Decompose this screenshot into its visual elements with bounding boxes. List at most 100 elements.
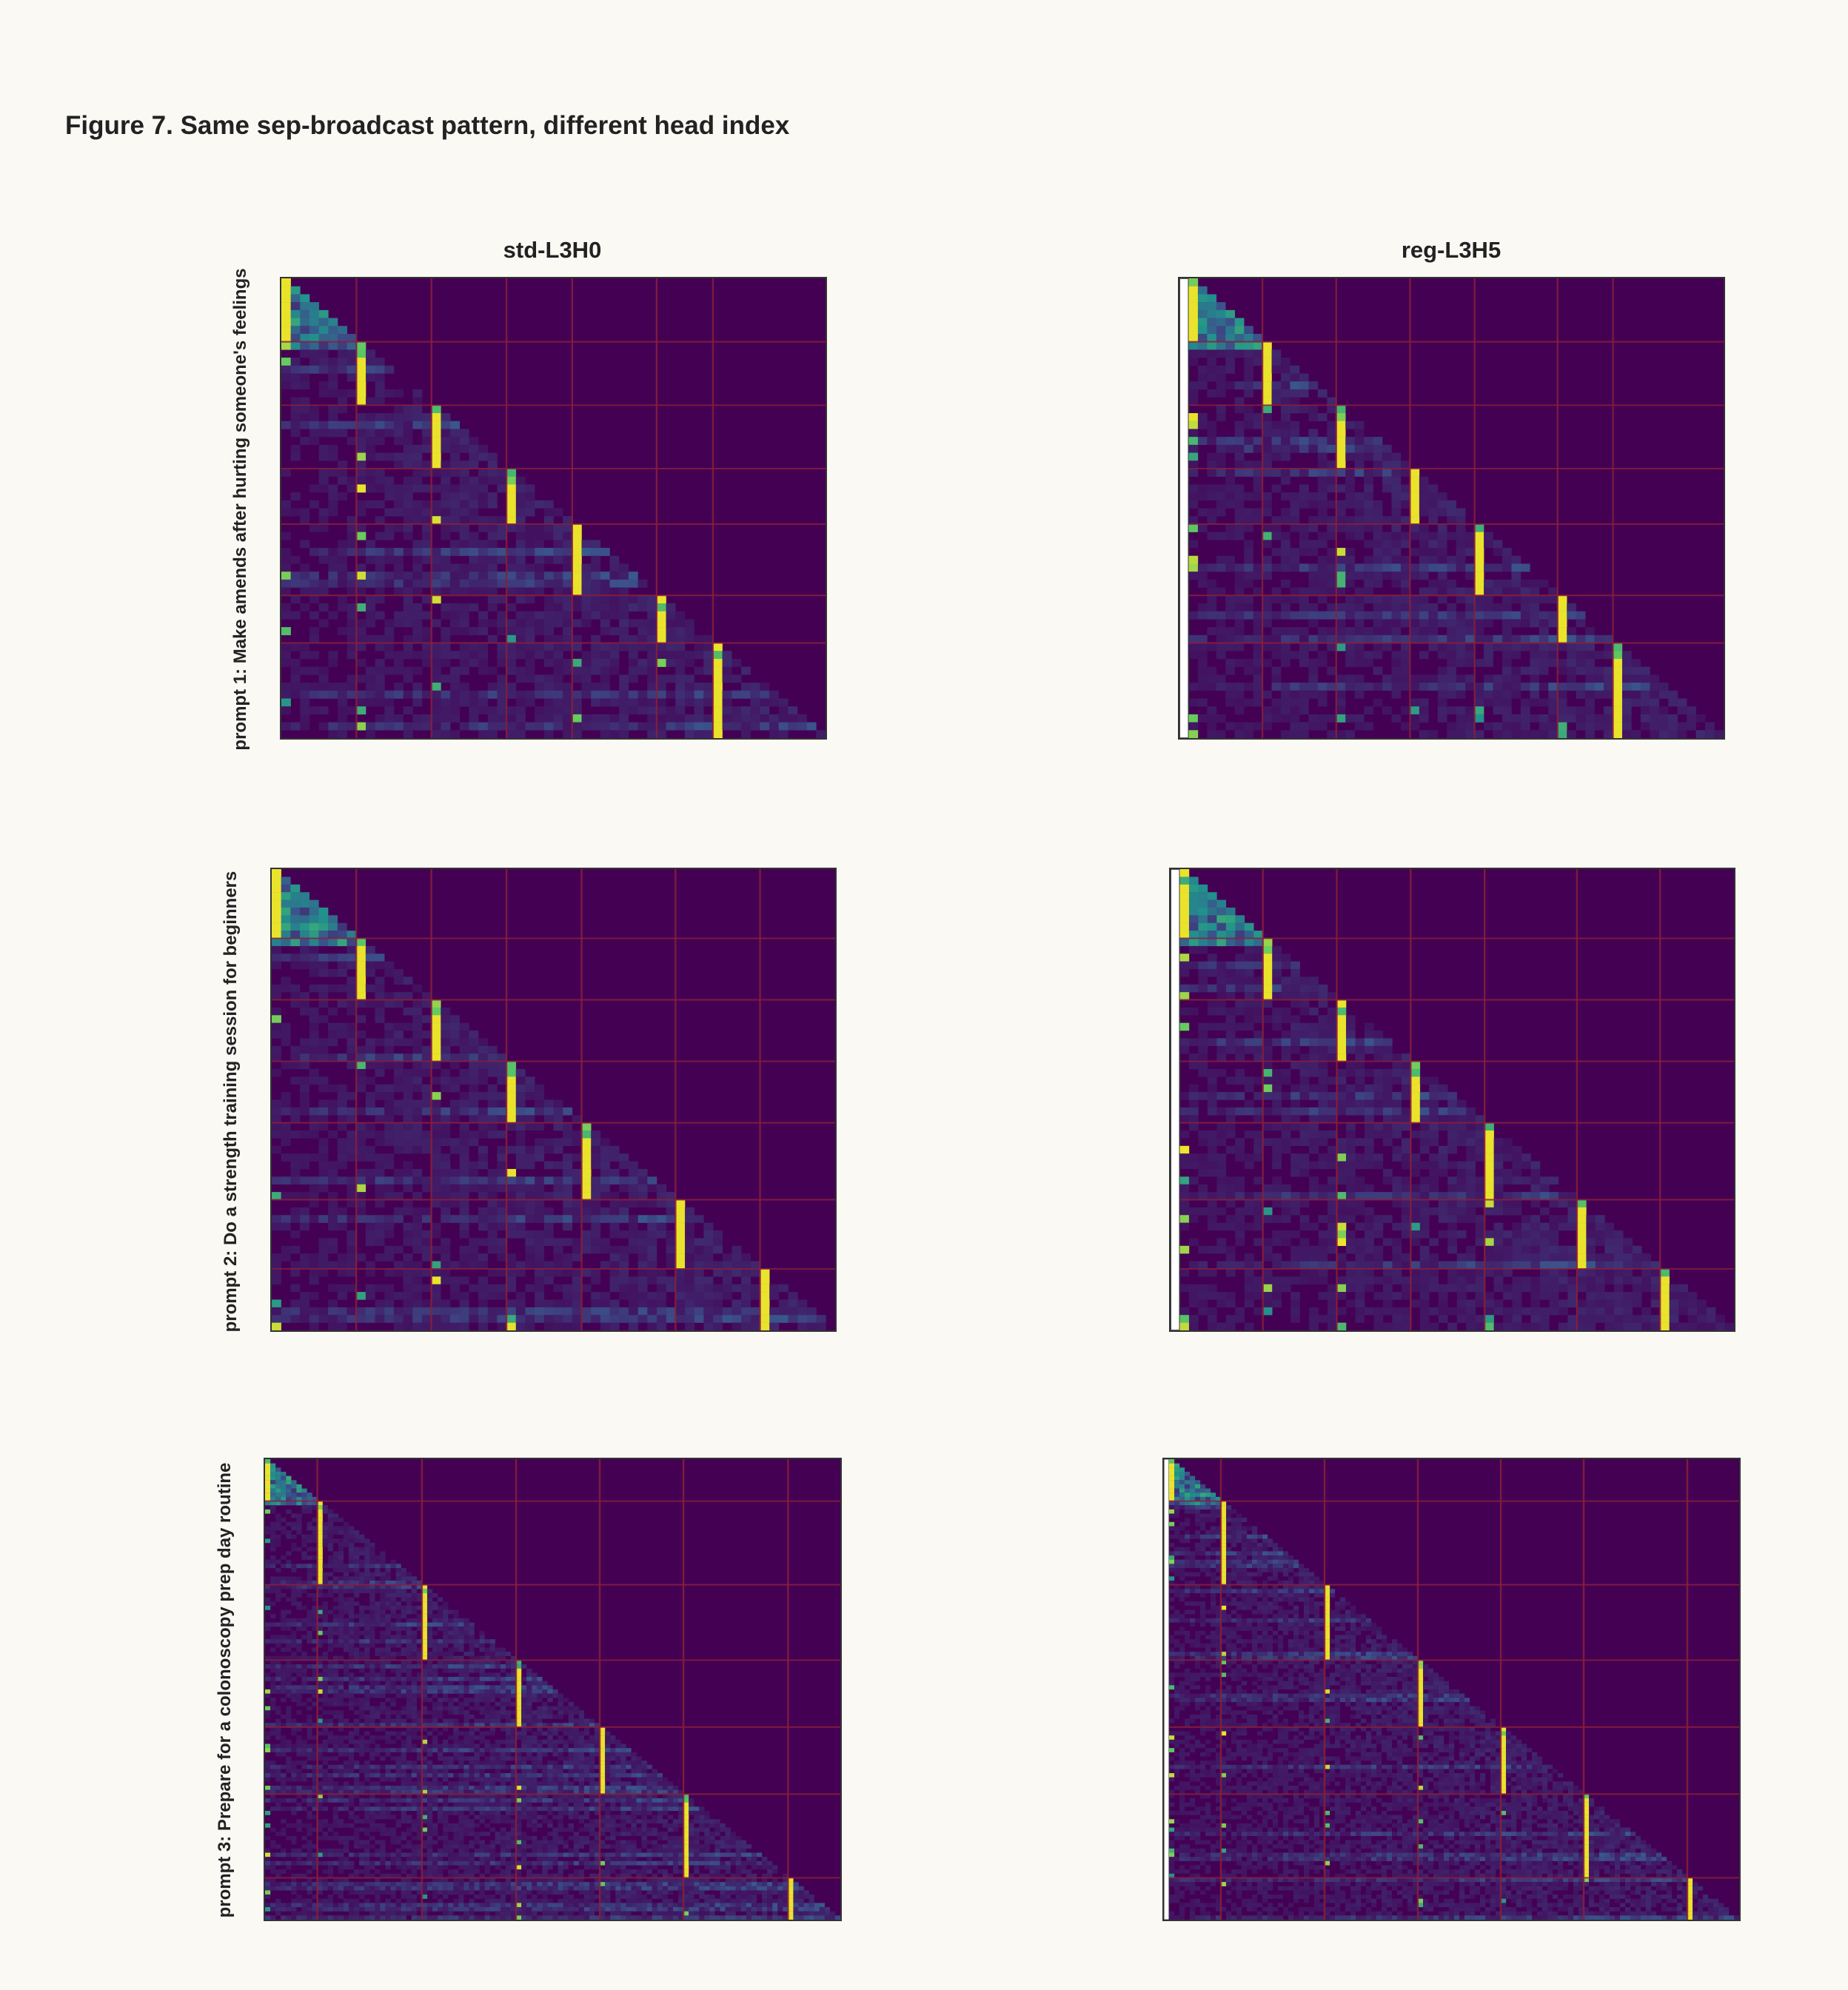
heatmap-cell — [459, 1245, 469, 1254]
heatmap-cell — [328, 683, 338, 691]
heatmap-cell — [609, 658, 620, 667]
heatmap-cell — [1373, 1215, 1384, 1223]
heatmap-cell — [600, 1138, 610, 1147]
heatmap-cell — [1308, 381, 1319, 390]
heatmap-cell — [290, 1299, 301, 1308]
heatmap-cell — [535, 500, 545, 509]
heatmap-cell — [647, 643, 657, 651]
heatmap-cell — [515, 516, 526, 525]
heatmap-cell — [657, 1299, 666, 1308]
heatmap-cell — [478, 1153, 488, 1162]
heatmap-cell — [272, 922, 281, 931]
heatmap-cell — [1198, 1284, 1208, 1293]
heatmap-cell — [337, 961, 347, 970]
heatmap-cell — [572, 698, 582, 707]
heatmap-cell — [675, 706, 686, 715]
heatmap-cell — [591, 666, 601, 675]
heatmap-cell — [572, 634, 582, 643]
heatmap-cell — [1354, 683, 1365, 691]
heatmap-cell — [1253, 413, 1263, 421]
heatmap-cell — [421, 1068, 432, 1077]
heatmap-cell — [1382, 627, 1392, 636]
heatmap-cell — [1474, 690, 1484, 699]
heatmap-cell — [469, 1307, 479, 1316]
heatmap-cell — [375, 1084, 385, 1093]
heatmap-cell — [393, 1315, 404, 1323]
heatmap-cell — [1281, 532, 1290, 540]
heatmap-cell — [1364, 1038, 1374, 1047]
heatmap-cell — [1290, 651, 1300, 660]
heatmap-cell — [1235, 1138, 1245, 1147]
heatmap-cell — [366, 666, 375, 675]
heatmap-cell — [337, 1053, 347, 1062]
heatmap-cell — [1262, 572, 1272, 580]
heatmap-cell — [1586, 1253, 1596, 1262]
heatmap-cell — [591, 1315, 601, 1323]
heatmap-cell — [740, 706, 751, 715]
heatmap-cell — [1695, 730, 1706, 738]
heatmap-cell — [1410, 1061, 1421, 1070]
heatmap-cell — [1262, 603, 1272, 612]
heatmap-cell — [272, 938, 281, 947]
heatmap-cell — [290, 429, 301, 438]
heatmap-cell — [338, 365, 347, 374]
heatmap-cell — [685, 1245, 695, 1254]
heatmap-cell — [581, 540, 592, 549]
heatmap-cell — [1317, 683, 1328, 691]
heatmap-cell — [1272, 1153, 1282, 1162]
heatmap-cell — [1272, 1122, 1282, 1131]
heatmap-cell — [1179, 1268, 1190, 1277]
heatmap-cell — [1520, 706, 1530, 715]
heatmap-cell — [1225, 634, 1235, 643]
heatmap-cell — [1604, 1230, 1615, 1239]
heatmap-cell — [1253, 1192, 1264, 1200]
heatmap-cell — [1576, 690, 1586, 699]
heatmap-cell — [375, 413, 385, 421]
heatmap-cell — [375, 548, 385, 556]
heatmap-cell — [1179, 1130, 1190, 1139]
heatmap-cell — [497, 1076, 507, 1085]
heatmap-cell — [1244, 931, 1254, 939]
heatmap-cell — [506, 1107, 517, 1116]
heatmap-cell — [1650, 714, 1660, 723]
heatmap-cell — [685, 1322, 695, 1330]
heatmap-cell — [1400, 492, 1410, 501]
heatmap-cell — [1188, 437, 1199, 446]
heatmap-cell — [1447, 579, 1456, 588]
heatmap-cell — [1438, 1115, 1448, 1123]
heatmap-cell — [1364, 1130, 1374, 1139]
heatmap-cell — [375, 1092, 385, 1100]
heatmap-cell — [366, 429, 375, 438]
heatmap-cell — [412, 421, 423, 429]
heatmap-cell — [1419, 1161, 1430, 1170]
heatmap-cell — [1567, 643, 1576, 651]
heatmap-cell — [1179, 1207, 1190, 1216]
heatmap-cell — [375, 1038, 385, 1047]
heatmap-cell — [750, 706, 760, 715]
heatmap-cell — [1216, 1238, 1227, 1246]
heatmap-cell — [1207, 1022, 1217, 1031]
heatmap-cell — [450, 730, 461, 738]
heatmap-cell — [346, 373, 357, 382]
heatmap-cell — [1234, 532, 1245, 540]
heatmap-cell — [806, 1322, 817, 1330]
heatmap-cell — [1373, 698, 1383, 707]
heatmap-cell — [1336, 1222, 1347, 1231]
heatmap-cell — [1244, 1153, 1254, 1162]
heatmap-cell — [1327, 500, 1337, 509]
heatmap-cell — [346, 572, 357, 580]
heatmap-cell — [1272, 954, 1282, 962]
heatmap-cell — [1548, 643, 1559, 651]
heatmap-cell — [1299, 1130, 1310, 1139]
heatmap-cell — [1391, 634, 1402, 643]
heatmap-cell — [1493, 1138, 1504, 1147]
heatmap-cell — [553, 1261, 563, 1270]
heatmap-cell — [1346, 1168, 1356, 1177]
heatmap-cell — [684, 690, 694, 699]
heatmap-cell — [703, 1315, 714, 1323]
heatmap-cell — [1364, 1084, 1374, 1093]
heatmap-cell — [412, 651, 423, 660]
heatmap-cell — [506, 1076, 517, 1085]
heatmap-cell — [506, 666, 517, 675]
heatmap-cell — [628, 1299, 638, 1308]
